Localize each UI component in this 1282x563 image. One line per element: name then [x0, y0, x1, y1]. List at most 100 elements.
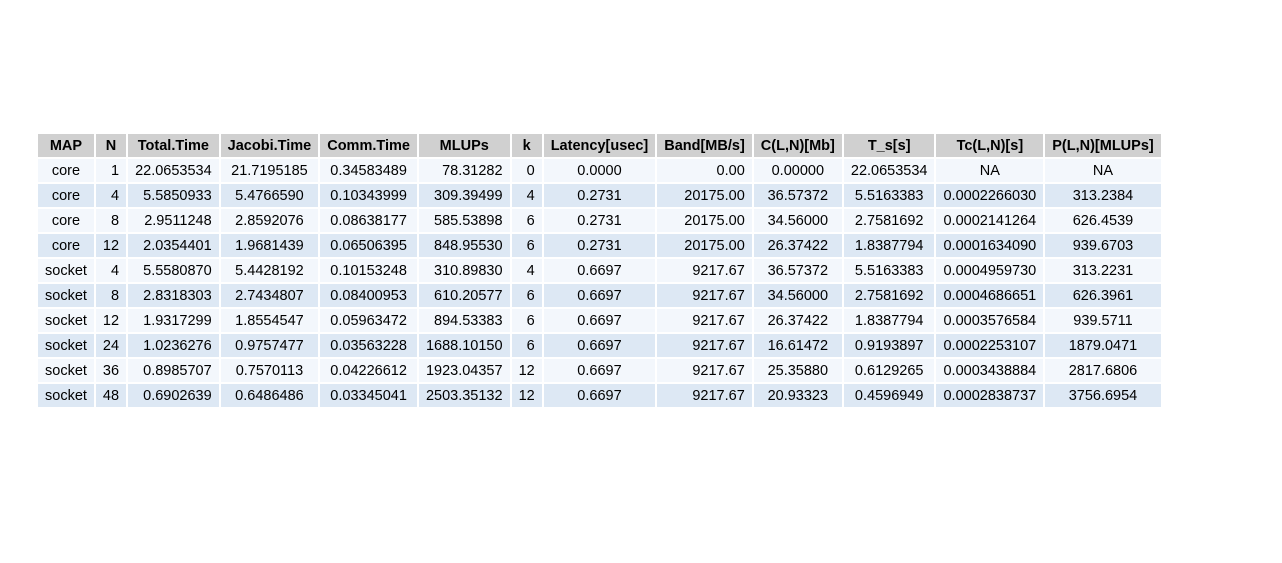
column-header: Jacobi.Time [220, 134, 319, 157]
table-cell: 0.0004686651 [936, 284, 1044, 307]
table-cell: 9217.67 [657, 284, 752, 307]
table-cell: 2.8592076 [220, 209, 319, 232]
table-cell: 0.6697 [543, 359, 656, 382]
column-header: Comm.Time [320, 134, 417, 157]
table-cell: 2.0354401 [128, 234, 219, 257]
table-header: MAP N Total.Time Jacobi.Time Comm.Time MLUPs k… [38, 134, 1161, 157]
table-cell: 0.8985707 [128, 359, 219, 382]
table-cell: 0.0002141264 [936, 209, 1044, 232]
table-cell: 1.8387794 [843, 309, 935, 332]
table-row: socket 48 0.6902639 0.6486486 0.03345041 2503… [38, 384, 1161, 407]
table-cell: 939.5711 [1045, 309, 1161, 332]
table-cell: 2.8318303 [128, 284, 219, 307]
table-cell: 309.39499 [418, 184, 510, 207]
table-cell: 0.6697 [543, 384, 656, 407]
table-cell: 5.4428192 [220, 259, 319, 282]
table-cell: 939.6703 [1045, 234, 1161, 257]
table-cell: 26.37422 [753, 234, 842, 257]
table-cell: 4 [511, 259, 542, 282]
table-cell: 6 [511, 209, 542, 232]
table-cell: socket [38, 284, 94, 307]
table-cell: 0.0002253107 [936, 334, 1044, 357]
table-cell: 0.03563228 [320, 334, 417, 357]
table-cell: 16.61472 [753, 334, 842, 357]
table-cell: socket [38, 359, 94, 382]
table-cell: 0.6697 [543, 334, 656, 357]
table-cell: 0.0002266030 [936, 184, 1044, 207]
table-cell: 5.5580870 [128, 259, 219, 282]
table-cell: 20175.00 [657, 209, 752, 232]
table-cell: 0.0000 [543, 159, 656, 182]
table-cell: 0.2731 [543, 184, 656, 207]
table-cell: 34.56000 [753, 209, 842, 232]
table-cell: 6 [511, 309, 542, 332]
table-cell: core [38, 159, 94, 182]
column-header: P(L,N)[MLUPs] [1045, 134, 1161, 157]
table-cell: 12 [95, 309, 127, 332]
column-header: N [95, 134, 127, 157]
table-cell: 2.9511248 [128, 209, 219, 232]
table-cell: 0.2731 [543, 209, 656, 232]
table-cell: socket [38, 259, 94, 282]
column-header: C(L,N)[Mb] [753, 134, 842, 157]
table-cell: 1.9317299 [128, 309, 219, 332]
table-row: core 1 22.0653534 21.7195185 0.34583489 78.31… [38, 159, 1161, 182]
column-header: Latency[usec] [543, 134, 656, 157]
table-cell: socket [38, 309, 94, 332]
table-cell: 0.05963472 [320, 309, 417, 332]
table-cell: 36 [95, 359, 127, 382]
table-cell: 9217.67 [657, 334, 752, 357]
table-cell: 26.37422 [753, 309, 842, 332]
table-cell: 0.7570113 [220, 359, 319, 382]
table-cell: socket [38, 384, 94, 407]
column-header: Tc(L,N)[s] [936, 134, 1044, 157]
table-cell: 0.6697 [543, 259, 656, 282]
column-header: k [511, 134, 542, 157]
table-cell: 4 [511, 184, 542, 207]
column-header: T_s[s] [843, 134, 935, 157]
table-cell: 0.2731 [543, 234, 656, 257]
table-cell: 0.6697 [543, 309, 656, 332]
table-cell: 6 [511, 234, 542, 257]
table-cell: 8 [95, 209, 127, 232]
table-cell: 12 [95, 234, 127, 257]
table-row: socket 4 5.5580870 5.4428192 0.10153248 310.8… [38, 259, 1161, 282]
table-cell: 5.4766590 [220, 184, 319, 207]
table-cell: 313.2231 [1045, 259, 1161, 282]
table-cell: core [38, 184, 94, 207]
table-cell: 626.3961 [1045, 284, 1161, 307]
table-cell: 0.6902639 [128, 384, 219, 407]
table-cell: 0.08638177 [320, 209, 417, 232]
table-cell: 20175.00 [657, 234, 752, 257]
table-cell: 9217.67 [657, 359, 752, 382]
column-header: Total.Time [128, 134, 219, 157]
table-cell: NA [1045, 159, 1161, 182]
table-cell: 0.0004959730 [936, 259, 1044, 282]
results-table: MAP N Total.Time Jacobi.Time Comm.Time MLUPs k… [36, 132, 1163, 409]
table-body: core 1 22.0653534 21.7195185 0.34583489 78.31… [38, 159, 1161, 407]
table-cell: 310.89830 [418, 259, 510, 282]
table-cell: 0.9757477 [220, 334, 319, 357]
table-cell: 848.95530 [418, 234, 510, 257]
table-cell: 1.9681439 [220, 234, 319, 257]
table-row: core 4 5.5850933 5.4766590 0.10343999 309.394… [38, 184, 1161, 207]
table-cell: 36.57372 [753, 184, 842, 207]
table-cell: 0.4596949 [843, 384, 935, 407]
table-cell: 20175.00 [657, 184, 752, 207]
table-cell: 0.08400953 [320, 284, 417, 307]
table-cell: 585.53898 [418, 209, 510, 232]
column-header: MLUPs [418, 134, 510, 157]
table-row: socket 12 1.9317299 1.8554547 0.05963472 894.… [38, 309, 1161, 332]
column-header: MAP [38, 134, 94, 157]
table-cell: 24 [95, 334, 127, 357]
table-cell: 9217.67 [657, 384, 752, 407]
table-cell: 1.0236276 [128, 334, 219, 357]
table-cell: 0.9193897 [843, 334, 935, 357]
table-cell: 78.31282 [418, 159, 510, 182]
table-cell: 626.4539 [1045, 209, 1161, 232]
table-cell: 0 [511, 159, 542, 182]
table-cell: 0.6129265 [843, 359, 935, 382]
table-row: core 12 2.0354401 1.9681439 0.06506395 848.95… [38, 234, 1161, 257]
table-cell: 0.0003576584 [936, 309, 1044, 332]
table-cell: 0.6486486 [220, 384, 319, 407]
